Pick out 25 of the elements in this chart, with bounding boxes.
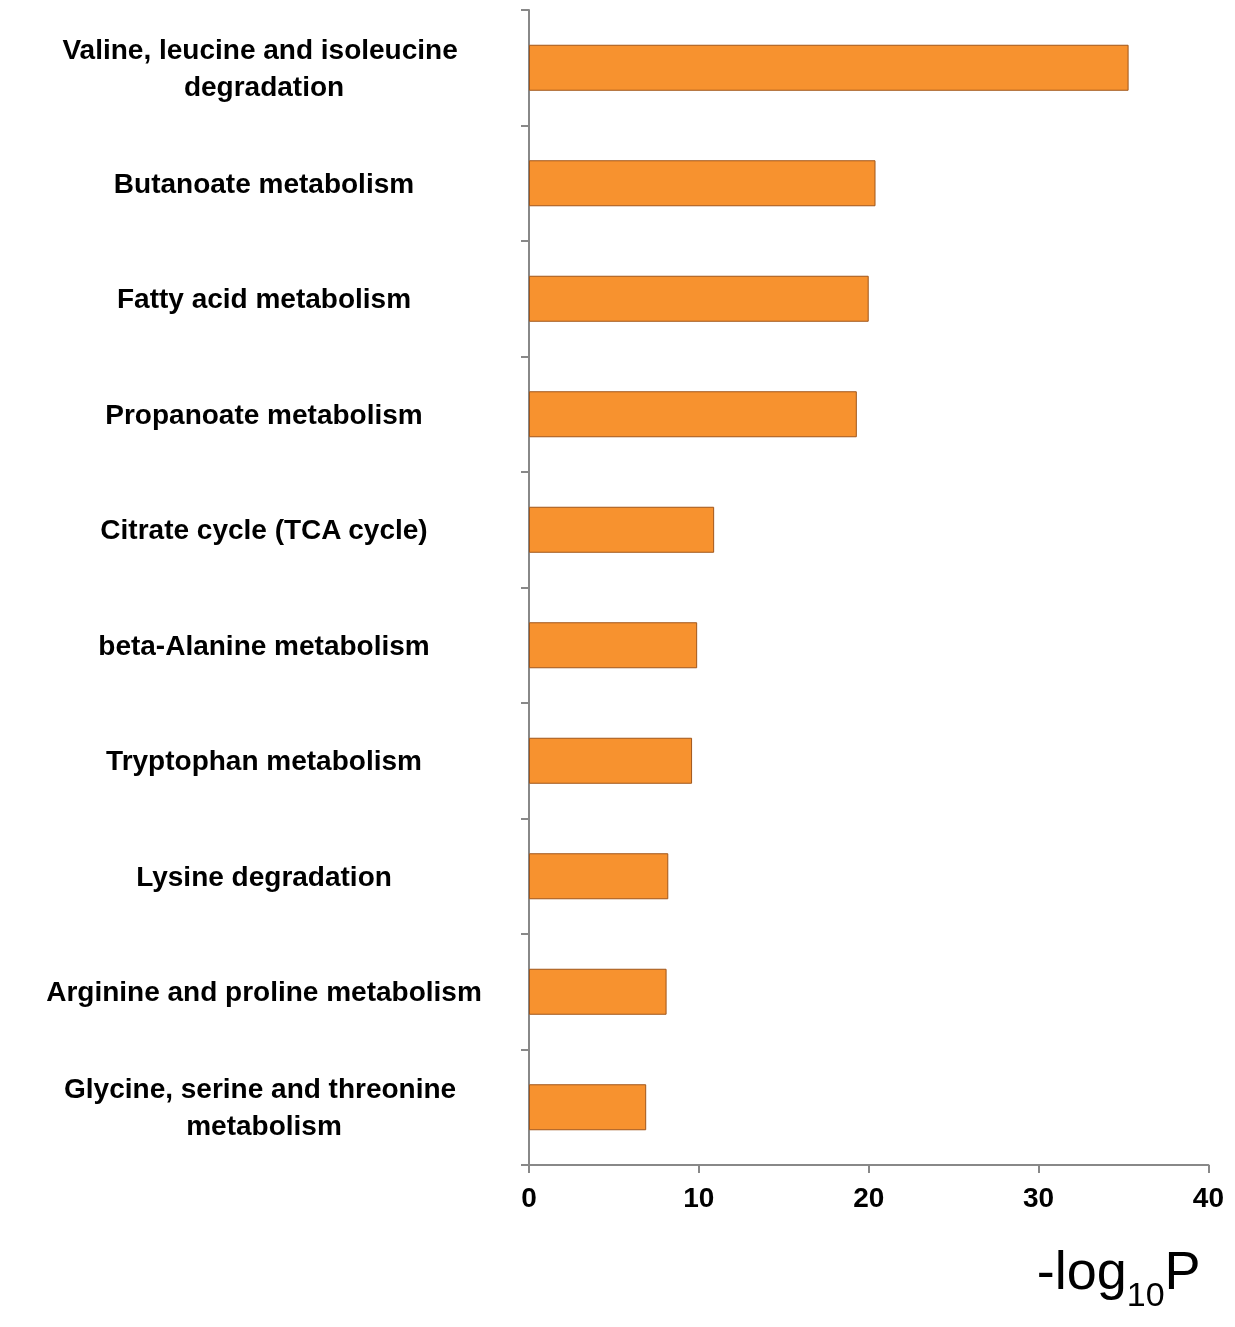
bar [529,622,698,669]
bar [529,160,876,207]
bar [529,391,857,438]
y-tick-label: Arginine and proline metabolism [46,976,482,1008]
y-tick-label: Propanoate metabolism [105,398,423,430]
bar [529,506,715,553]
bar [529,275,869,322]
bar [529,1084,647,1131]
x-tick-label: 0 [521,1181,537,1213]
bar [529,968,667,1015]
y-tick-label: Tryptophan metabolism [106,745,422,777]
bar [529,44,1129,91]
y-tick-label: Fatty acid metabolism [116,283,412,315]
y-tick-label: Butanoate metabolism [113,167,415,199]
x-tick-label: 40 [1192,1181,1225,1213]
y-tick-label: Valine, leucine and isoleucine degradation [62,33,466,102]
y-tick-label: Lysine degradation [136,860,392,892]
x-tick-label: 30 [1022,1181,1055,1213]
bar [529,737,693,784]
x-tick-label: 10 [683,1181,715,1213]
y-tick-label: Glycine, serine and threonine metabolism [64,1073,464,1142]
y-tick-label: beta-Alanine metabolism [98,629,430,661]
x-tick-label: 20 [853,1181,885,1213]
bar [529,853,669,900]
y-tick-label: Citrate cycle (TCA cycle) [100,514,428,546]
